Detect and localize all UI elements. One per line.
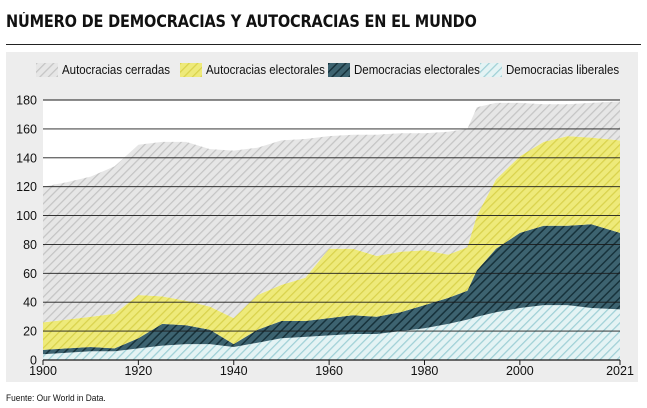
legend: Autocracias cerradas Autocracias elector… — [0, 63, 647, 83]
area-democracias-electorales — [43, 224, 620, 355]
y-tick-label: 60 — [23, 267, 37, 281]
legend-swatch-democracias-liberales — [480, 63, 502, 77]
source-note: Fuente: Our World in Data. — [6, 393, 106, 404]
legend-item-autocracias-electorales: Autocracias electorales — [180, 63, 335, 77]
legend-item-autocracias-cerradas: Autocracias cerradas — [36, 63, 179, 77]
legend-swatch-autocracias-cerradas — [36, 63, 58, 77]
title-rule — [6, 44, 641, 45]
area-democracias-liberales — [43, 305, 620, 360]
legend-item-democracias-liberales: Democracias liberales — [480, 63, 629, 77]
y-tick-label: 180 — [16, 94, 37, 108]
y-tick-label: 140 — [16, 151, 37, 165]
y-tick-label: 80 — [23, 238, 37, 252]
x-axis: 1900 1920 1940 1960 1980 2000 2021 — [29, 360, 634, 378]
y-tick-label: 20 — [23, 325, 37, 339]
x-tick-label: 1900 — [29, 364, 57, 378]
chart-title: NÚMERO DE DEMOCRACIAS Y AUTOCRACIAS EN E… — [6, 12, 477, 31]
legend-label: Autocracias electorales — [206, 63, 325, 77]
x-tick-label: 1980 — [411, 364, 439, 378]
legend-item-democracias-electorales: Democracias electorales — [328, 63, 491, 77]
x-tick-label: 1940 — [220, 364, 248, 378]
y-tick-label: 120 — [16, 180, 37, 194]
gridlines — [43, 99, 620, 361]
y-axis: 0 20 40 60 80 100 120 140 160 180 — [16, 94, 37, 368]
legend-label: Democracias electorales — [354, 63, 480, 77]
x-tick-label: 1960 — [315, 364, 343, 378]
x-tick-label: 2000 — [506, 364, 534, 378]
y-tick-label: 40 — [23, 296, 37, 310]
legend-swatch-autocracias-electorales — [180, 63, 202, 77]
legend-swatch-democracias-electorales — [328, 63, 350, 77]
x-tick-label: 1920 — [124, 364, 152, 378]
area-layers — [43, 100, 620, 360]
y-tick-label: 0 — [30, 354, 37, 368]
legend-label: Autocracias cerradas — [62, 63, 171, 77]
area-autocracias-cerradas — [43, 101, 620, 323]
legend-label: Democracias liberales — [506, 63, 620, 77]
y-tick-label: 100 — [16, 209, 37, 223]
x-tick-label: 2021 — [606, 364, 634, 378]
y-tick-label: 160 — [16, 122, 37, 136]
